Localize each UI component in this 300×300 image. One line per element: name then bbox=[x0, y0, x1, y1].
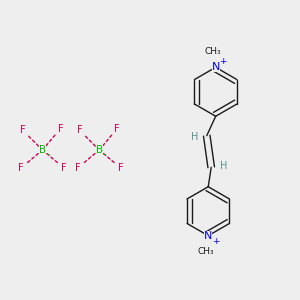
Text: +: + bbox=[219, 57, 227, 66]
Text: H: H bbox=[190, 132, 198, 142]
Text: F: F bbox=[118, 163, 123, 173]
Text: F: F bbox=[61, 163, 67, 173]
Text: CH₃: CH₃ bbox=[205, 47, 222, 56]
Text: F: F bbox=[114, 124, 120, 134]
Text: CH₃: CH₃ bbox=[197, 247, 214, 256]
Text: B: B bbox=[39, 145, 46, 155]
Text: F: F bbox=[18, 163, 24, 173]
Text: F: F bbox=[58, 124, 63, 134]
Text: N: N bbox=[204, 231, 212, 241]
Text: H: H bbox=[220, 161, 227, 171]
Text: N: N bbox=[212, 62, 220, 72]
Text: F: F bbox=[75, 163, 81, 173]
Text: F: F bbox=[77, 125, 82, 135]
Text: -: - bbox=[46, 149, 50, 159]
Text: F: F bbox=[20, 125, 26, 135]
Text: +: + bbox=[212, 237, 219, 246]
Text: B: B bbox=[96, 145, 103, 155]
Text: -: - bbox=[103, 149, 106, 159]
